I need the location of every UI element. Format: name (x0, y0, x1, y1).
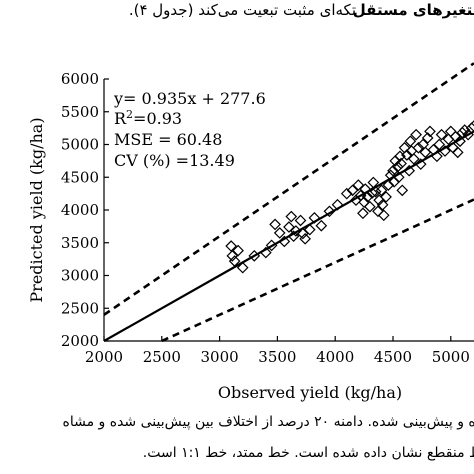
x-axis-title: Observed yield (kg/ha) (218, 383, 402, 402)
y-tick-label: 5500 (61, 103, 99, 121)
data-point (395, 157, 407, 170)
y-tick-label: 3000 (61, 267, 99, 285)
data-point (439, 145, 451, 157)
data-point (265, 239, 278, 252)
y-tick-label: 2500 (61, 299, 99, 317)
data-point (283, 221, 295, 233)
data-point (392, 171, 405, 184)
data-point (396, 184, 409, 197)
data-point (454, 135, 466, 148)
header-persian-middle: تکه‌ای مثبت تبعیت می‌کند (جدول ۴). (128, 1, 356, 19)
data-point (431, 150, 443, 163)
r-squared: R2=0.93 (114, 108, 182, 128)
data-point (451, 146, 464, 159)
data-point (323, 205, 336, 218)
data-point (248, 250, 261, 262)
data-point (358, 196, 370, 208)
data-point (340, 187, 353, 200)
mse-value: MSE = 60.48 (114, 130, 222, 149)
x-tick-label: 3500 (258, 348, 296, 366)
data-point (228, 255, 241, 267)
data-point (401, 149, 413, 161)
data-point (410, 128, 422, 141)
data-point (407, 153, 420, 165)
data-point (296, 227, 309, 240)
data-point (414, 158, 427, 170)
x-tick-label: 4000 (316, 348, 354, 366)
data-point (294, 214, 307, 227)
x-tick-label: 5000 (432, 348, 470, 366)
axis-ticks: 2000 2500 3000 3500 4000 4500 5000 5500 6000 2000… (61, 70, 470, 366)
y-tick-label: 5000 (61, 136, 99, 154)
data-point (357, 207, 369, 220)
data-point (372, 205, 384, 218)
data-point (278, 235, 291, 248)
data-point (273, 227, 286, 239)
x-tick-label: 4500 (374, 348, 412, 366)
data-point (361, 191, 374, 203)
data-point (315, 219, 328, 232)
data-point (269, 218, 281, 231)
data-point (352, 179, 365, 191)
data-point (380, 191, 392, 203)
data-point (366, 187, 379, 199)
data-point (424, 125, 436, 138)
data-point (367, 176, 380, 189)
data-point (382, 179, 395, 191)
data-point (435, 128, 448, 141)
y-tick-label: 6000 (61, 70, 99, 88)
data-points (225, 120, 474, 274)
regression-equation: y= 0.935x + 277.6 (113, 89, 266, 108)
header-persian-right: متغیرهای مستقل (352, 1, 474, 19)
data-point (308, 212, 321, 224)
data-point (285, 210, 298, 223)
x-tick-label: 2500 (143, 348, 181, 366)
data-point (465, 122, 474, 134)
data-point (391, 160, 404, 173)
x-tick-label: 2000 (85, 348, 123, 366)
cv-value: CV (%) =13.49 (114, 151, 235, 170)
data-point (259, 246, 272, 259)
data-point (458, 124, 471, 136)
data-point (236, 261, 249, 274)
caption-line-1: ده و پیش‌بینی شده. دامنه ۲۰ درصد از اختل… (62, 414, 474, 430)
data-point (456, 126, 469, 139)
data-point (290, 225, 302, 237)
data-point (226, 250, 239, 262)
data-point (394, 150, 406, 163)
caption-line-2: ط منقطع نشان داده شده است. خط ممتد، خط ۱… (142, 445, 474, 461)
data-point (387, 164, 399, 177)
data-point (377, 209, 390, 222)
data-point (369, 185, 382, 198)
data-point (403, 164, 416, 177)
data-point (364, 200, 376, 213)
data-point (404, 135, 417, 148)
data-point (232, 244, 244, 257)
lower-bound-line (161, 198, 474, 343)
data-point (433, 138, 446, 151)
data-point (346, 184, 359, 197)
data-point (299, 232, 311, 245)
data-point (412, 141, 425, 154)
x-tick-label: 3000 (201, 348, 239, 366)
data-point (225, 240, 238, 252)
y-tick-label: 2000 (61, 332, 99, 350)
y-axis-title: Predicted yield (kg/ha) (27, 117, 46, 302)
regression-stats: y= 0.935x + 277.6 R2=0.93 MSE = 60.48 CV… (113, 89, 266, 170)
upper-bound-line (103, 62, 474, 316)
data-point (421, 132, 434, 144)
y-tick-label: 3500 (61, 234, 99, 252)
data-point (375, 184, 388, 197)
y-tick-label: 4000 (61, 201, 99, 219)
y-tick-label: 4500 (61, 168, 99, 186)
data-point (376, 198, 389, 211)
data-point (331, 198, 344, 211)
data-point (303, 223, 316, 236)
